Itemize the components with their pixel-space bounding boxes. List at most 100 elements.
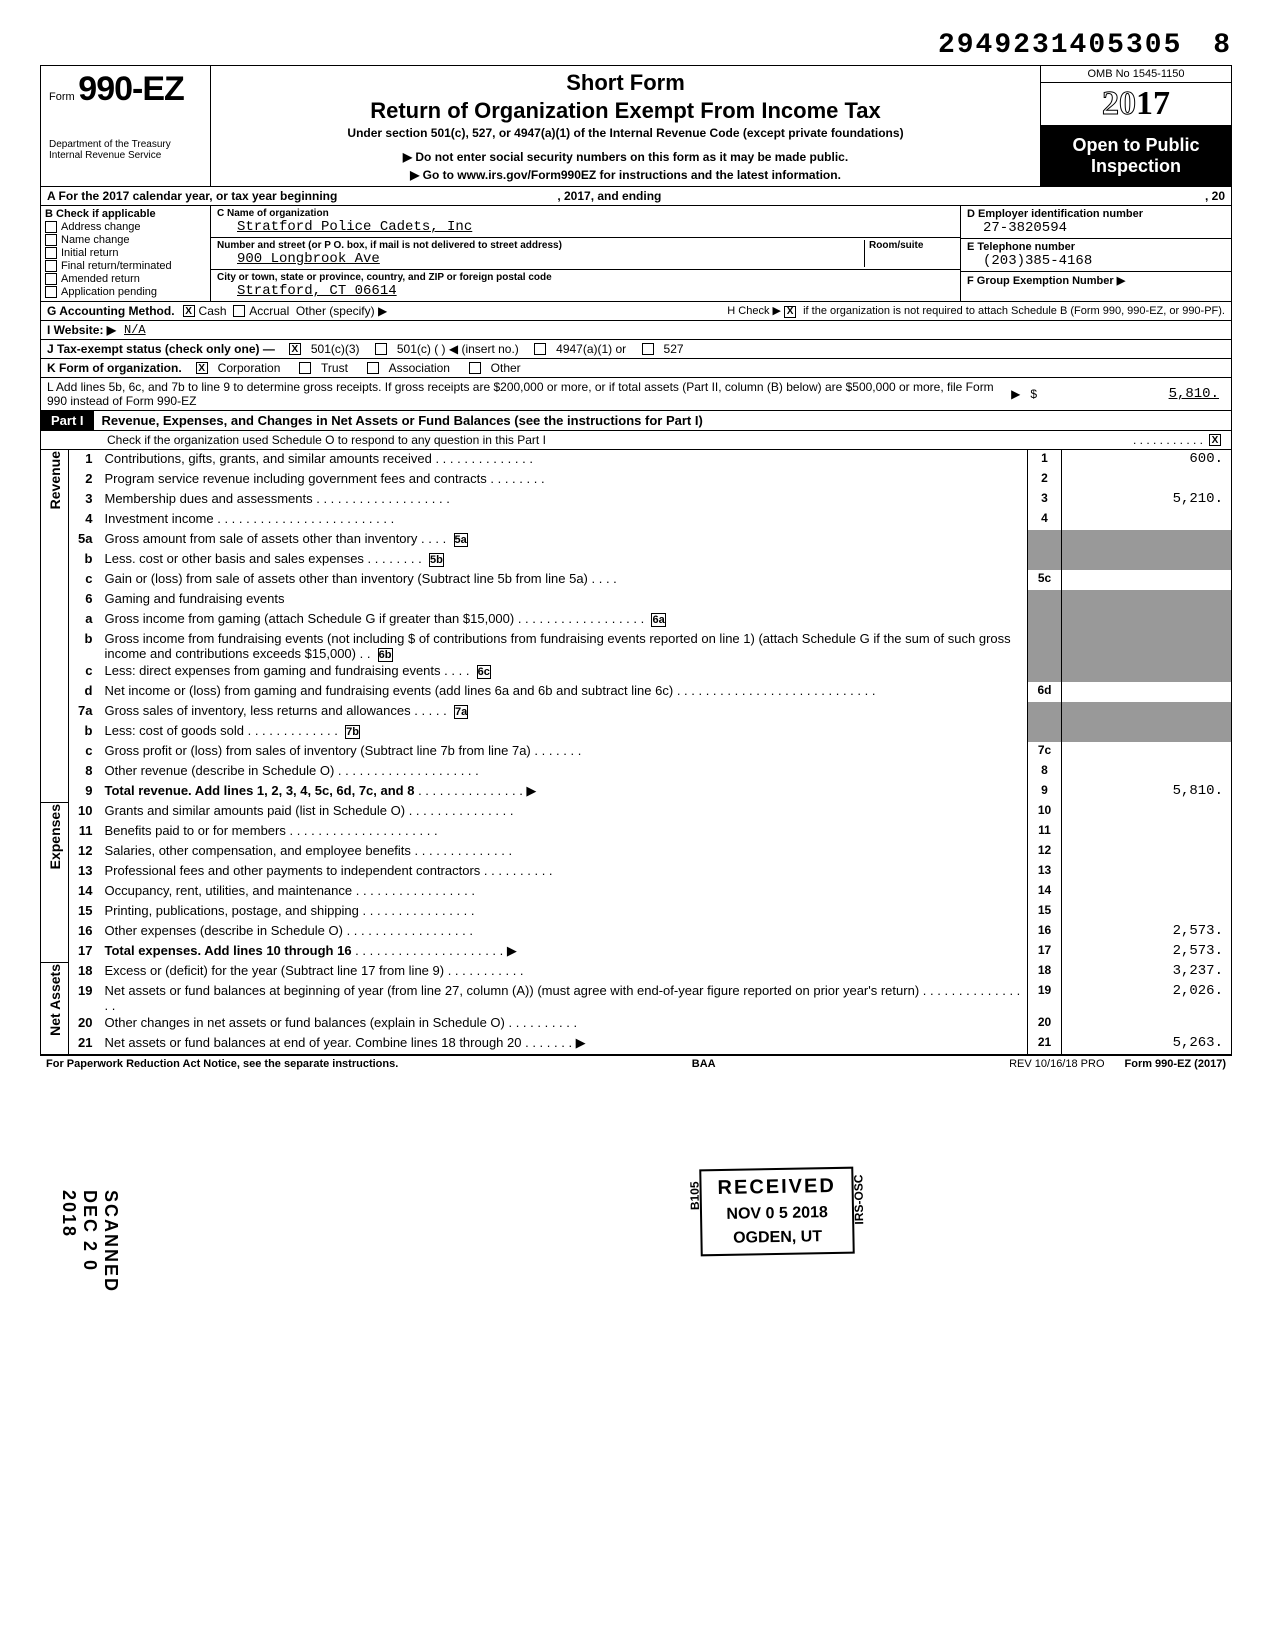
b-item: Address change — [61, 221, 141, 233]
org-street: 900 Longbrook Ave — [217, 251, 864, 267]
section-revenue: Revenue — [47, 451, 63, 509]
title-main: Return of Organization Exempt From Incom… — [219, 98, 1032, 124]
stamp-location: OGDEN, UT — [718, 1228, 837, 1248]
org-city: Stratford, CT 06614 — [217, 283, 954, 299]
amount-6d — [1062, 682, 1232, 702]
line-desc: Gross profit or (loss) from sales of inv… — [105, 743, 531, 758]
checkbox-501c3[interactable]: X — [289, 343, 301, 355]
info-grid: B Check if applicable Address change Nam… — [40, 206, 1232, 302]
line-desc: Gross income from fundraising events (no… — [105, 631, 1011, 661]
amount-2 — [1062, 470, 1232, 490]
c-name-label: C Name of organization — [217, 208, 954, 219]
checkbox-corporation[interactable]: X — [196, 362, 208, 374]
line-desc: Professional fees and other payments to … — [105, 863, 481, 878]
room-label: Room/suite — [869, 240, 954, 251]
line-desc: Gross sales of inventory, less returns a… — [105, 703, 411, 718]
checkbox-cash[interactable]: X — [183, 305, 195, 317]
line-desc: Investment income — [105, 511, 214, 526]
checkbox-association[interactable] — [367, 362, 379, 374]
j-opt: 501(c) ( ) ◀ (insert no.) — [397, 342, 519, 356]
part1-label: Part I — [41, 411, 94, 430]
checkbox-accrual[interactable] — [233, 305, 245, 317]
g-cash: Cash — [199, 304, 227, 318]
amount-18: 3,237. — [1062, 962, 1232, 982]
amount-8 — [1062, 762, 1232, 782]
h-rest: if the organization is not required to a… — [803, 305, 1225, 317]
amount-11 — [1062, 822, 1232, 842]
amount-14 — [1062, 882, 1232, 902]
amount-12 — [1062, 842, 1232, 862]
line-desc: Excess or (deficit) for the year (Subtra… — [105, 963, 445, 978]
checkbox-application-pending[interactable] — [45, 286, 57, 298]
org-name: Stratford Police Cadets, Inc — [217, 219, 954, 235]
b-item: Amended return — [61, 273, 140, 285]
checkbox-other-org[interactable] — [469, 362, 481, 374]
k-label: K Form of organization. — [47, 361, 182, 375]
amount-19: 2,026. — [1062, 982, 1232, 1014]
row-a-left: A For the 2017 calendar year, or tax yea… — [47, 189, 337, 203]
checkbox-address-change[interactable] — [45, 221, 57, 233]
line-desc: Net assets or fund balances at beginning… — [105, 983, 920, 998]
b-item: Application pending — [61, 286, 157, 298]
line-desc: Grants and similar amounts paid (list in… — [105, 803, 406, 818]
line-desc: Contributions, gifts, grants, and simila… — [105, 451, 432, 466]
checkbox-amended-return[interactable] — [45, 273, 57, 285]
row-g-h: G Accounting Method. XCash Accrual Other… — [40, 302, 1232, 321]
line-desc: Other changes in net assets or fund bala… — [105, 1015, 505, 1030]
form-header: Form 990-EZ Department of the Treasury I… — [40, 65, 1232, 187]
line-desc: Membership dues and assessments — [105, 491, 313, 506]
footer: For Paperwork Reduction Act Notice, see … — [40, 1055, 1232, 1072]
checkbox-527[interactable] — [642, 343, 654, 355]
sub-6a: 6a — [651, 613, 665, 627]
line-desc: Less: cost of goods sold — [105, 723, 244, 738]
title-short: Short Form — [219, 70, 1032, 96]
amount-16: 2,573. — [1062, 922, 1232, 942]
row-i: I Website: ▶ N/A — [40, 321, 1232, 340]
checkbox-name-change[interactable] — [45, 234, 57, 246]
row-a: A For the 2017 calendar year, or tax yea… — [40, 187, 1232, 206]
website-value: N/A — [124, 323, 146, 337]
k-opt: Other — [491, 361, 521, 375]
amount-17: 2,573. — [1062, 942, 1232, 962]
col-c: C Name of organization Stratford Police … — [211, 206, 961, 301]
checkbox-h[interactable]: X — [784, 306, 796, 318]
line-desc: Gross amount from sale of assets other t… — [105, 531, 418, 546]
part1-header: Part I Revenue, Expenses, and Changes in… — [40, 411, 1232, 431]
j-opt: 527 — [664, 342, 684, 356]
b-item: Name change — [61, 234, 130, 246]
amount-7c — [1062, 742, 1232, 762]
k-opt: Trust — [321, 361, 348, 375]
checkbox-final-return[interactable] — [45, 260, 57, 272]
checkbox-initial-return[interactable] — [45, 247, 57, 259]
line-desc: Gross income from gaming (attach Schedul… — [105, 611, 515, 626]
phone-value: (203)385-4168 — [967, 253, 1225, 269]
goto-line: ▶ Go to www.irs.gov/Form990EZ for instru… — [219, 168, 1032, 182]
l-amount: 5,810. — [1045, 386, 1225, 402]
file-number: 2949231405305 — [938, 30, 1182, 61]
l-text: L Add lines 5b, 6c, and 7b to line 9 to … — [47, 380, 1003, 408]
checkbox-schedule-o[interactable]: X — [1209, 434, 1221, 446]
footer-right: Form 990-EZ (2017) — [1125, 1058, 1226, 1070]
stamp-received: RECEIVED — [717, 1175, 836, 1200]
b-item: Initial return — [61, 247, 118, 259]
stamp-side-left: B105 — [687, 1181, 701, 1210]
amount-4 — [1062, 510, 1232, 530]
line-desc: Other revenue (describe in Schedule O) — [105, 763, 335, 778]
checkbox-501c[interactable] — [375, 343, 387, 355]
checkbox-trust[interactable] — [299, 362, 311, 374]
amount-15 — [1062, 902, 1232, 922]
row-a-right: , 20 — [1205, 189, 1225, 203]
line-desc: Less: direct expenses from gaming and fu… — [105, 663, 441, 678]
j-opt: 4947(a)(1) or — [556, 342, 626, 356]
b-header: B Check if applicable — [45, 208, 206, 220]
line-desc: Total revenue. Add lines 1, 2, 3, 4, 5c,… — [105, 783, 415, 798]
footer-rev: REV 10/16/18 PRO — [1009, 1058, 1104, 1070]
sub-5a: 5a — [454, 533, 468, 547]
stamp-side-right: IRS-OSC — [852, 1174, 867, 1224]
checkbox-4947[interactable] — [534, 343, 546, 355]
g-other: Other (specify) ▶ — [296, 304, 387, 318]
section-expenses: Expenses — [47, 804, 63, 869]
col-b: B Check if applicable Address change Nam… — [41, 206, 211, 301]
amount-1: 600. — [1062, 450, 1232, 470]
j-opt: 501(c)(3) — [311, 342, 360, 356]
